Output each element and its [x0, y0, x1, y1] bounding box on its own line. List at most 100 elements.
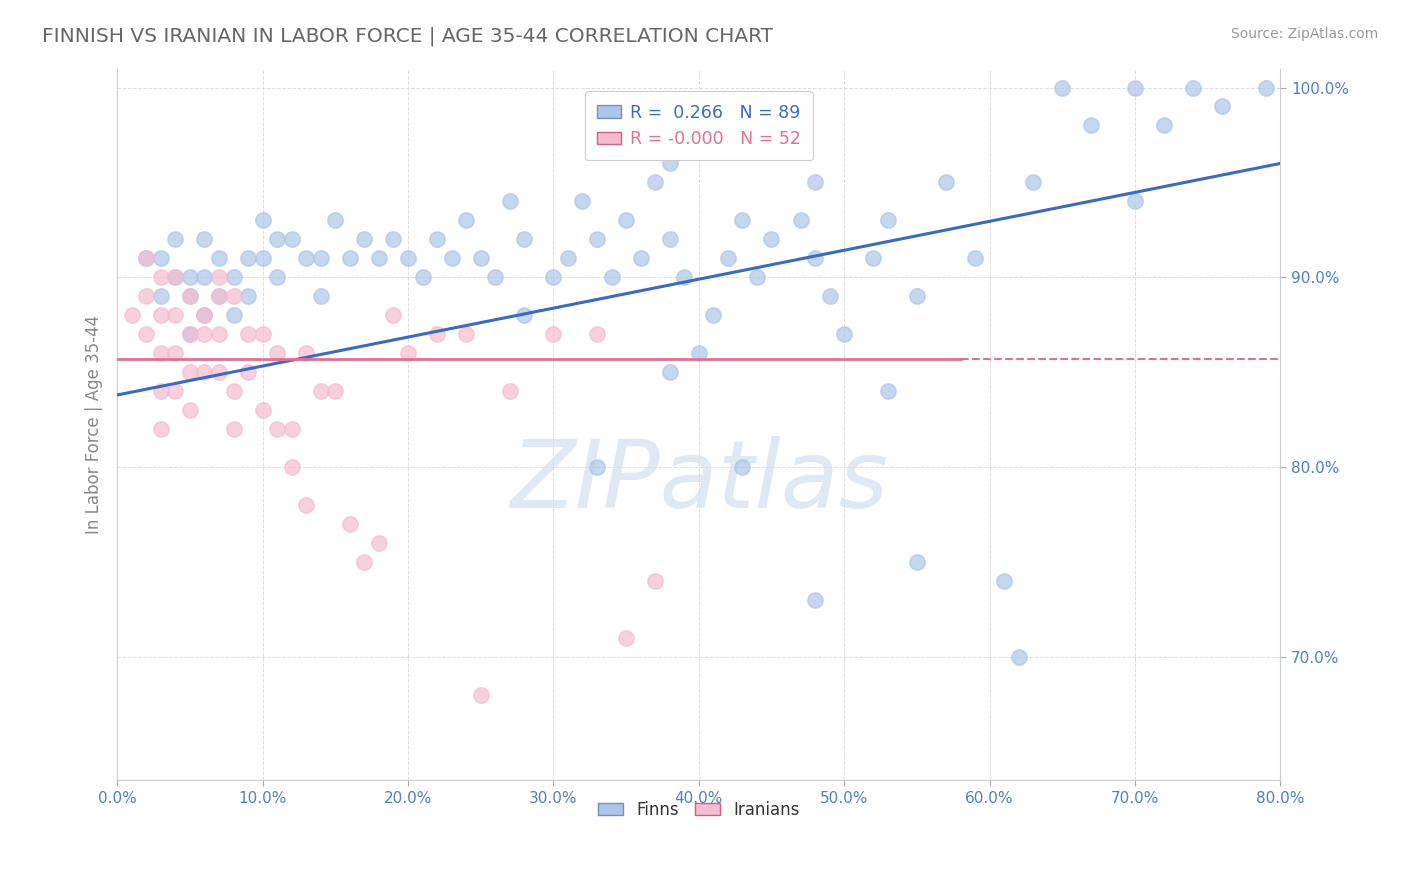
Point [1211, 99, 1233, 113]
Point [658, 156, 681, 170]
Point [1357, 137, 1379, 152]
Point [193, 270, 215, 285]
Point [876, 213, 898, 227]
Point [673, 270, 696, 285]
Point [688, 346, 710, 360]
Point [513, 232, 536, 246]
Point [222, 422, 245, 436]
Point [993, 574, 1015, 588]
Point [761, 232, 783, 246]
Point [309, 289, 332, 303]
Point [614, 631, 637, 645]
Point [165, 384, 187, 399]
Point [149, 384, 172, 399]
Point [193, 308, 215, 322]
Point [1313, 99, 1336, 113]
Point [208, 252, 231, 266]
Point [1254, 80, 1277, 95]
Point [456, 327, 478, 342]
Point [193, 308, 215, 322]
Point [193, 365, 215, 379]
Point [149, 289, 172, 303]
Point [179, 327, 201, 342]
Point [571, 194, 593, 209]
Point [832, 327, 855, 342]
Point [963, 252, 986, 266]
Point [1385, 99, 1406, 113]
Point [222, 384, 245, 399]
Point [702, 308, 724, 322]
Point [339, 517, 361, 532]
Point [339, 252, 361, 266]
Point [586, 232, 609, 246]
Point [731, 213, 754, 227]
Point [295, 252, 318, 266]
Point [165, 270, 187, 285]
Point [905, 289, 928, 303]
Point [193, 327, 215, 342]
Point [1182, 80, 1205, 95]
Point [586, 327, 609, 342]
Point [412, 270, 434, 285]
Point [658, 365, 681, 379]
Point [165, 232, 187, 246]
Point [236, 252, 259, 266]
Point [222, 270, 245, 285]
Point [614, 213, 637, 227]
Point [179, 365, 201, 379]
Point [208, 327, 231, 342]
Point [717, 252, 740, 266]
Point [396, 252, 419, 266]
Point [149, 270, 172, 285]
Point [1357, 574, 1379, 588]
Point [513, 308, 536, 322]
Point [426, 327, 449, 342]
Point [426, 232, 449, 246]
Point [353, 232, 375, 246]
Point [470, 688, 492, 702]
Point [789, 213, 811, 227]
Point [818, 289, 841, 303]
Point [644, 175, 666, 189]
Text: Source: ZipAtlas.com: Source: ZipAtlas.com [1230, 27, 1378, 41]
Text: ZIPatlas: ZIPatlas [510, 436, 887, 527]
Point [280, 460, 302, 475]
Point [804, 593, 827, 607]
Point [121, 308, 143, 322]
Point [252, 403, 274, 417]
Point [179, 403, 201, 417]
Point [382, 232, 405, 246]
Point [165, 270, 187, 285]
Y-axis label: In Labor Force | Age 35-44: In Labor Force | Age 35-44 [86, 315, 103, 534]
Point [222, 308, 245, 322]
Point [1153, 119, 1175, 133]
Point [935, 175, 957, 189]
Point [149, 422, 172, 436]
Point [323, 384, 346, 399]
Point [630, 252, 652, 266]
Point [252, 327, 274, 342]
Point [353, 555, 375, 569]
Point [165, 346, 187, 360]
Point [658, 232, 681, 246]
Point [252, 252, 274, 266]
Point [543, 270, 565, 285]
Point [208, 270, 231, 285]
Point [208, 289, 231, 303]
Text: FINNISH VS IRANIAN IN LABOR FORCE | AGE 35-44 CORRELATION CHART: FINNISH VS IRANIAN IN LABOR FORCE | AGE … [42, 27, 773, 46]
Point [484, 270, 506, 285]
Point [543, 327, 565, 342]
Point [135, 252, 157, 266]
Point [323, 213, 346, 227]
Point [222, 289, 245, 303]
Point [135, 327, 157, 342]
Point [499, 194, 522, 209]
Point [367, 252, 389, 266]
Point [600, 270, 623, 285]
Point [557, 252, 579, 266]
Point [149, 346, 172, 360]
Point [295, 498, 318, 512]
Point [179, 289, 201, 303]
Point [149, 252, 172, 266]
Point [309, 384, 332, 399]
